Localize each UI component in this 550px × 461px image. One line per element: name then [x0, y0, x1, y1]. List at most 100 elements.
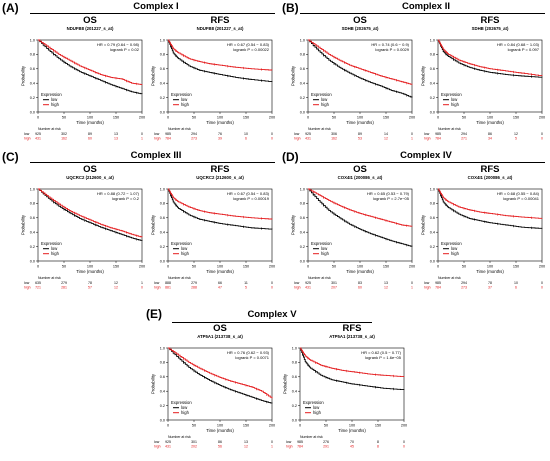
risk-value: 881: [165, 286, 171, 290]
chart-title: RFS: [211, 164, 230, 175]
chart-subtitle: ATP5A1 (213738_s_at): [197, 334, 243, 339]
y-tick-label: 0.2: [160, 245, 165, 249]
risk-value: 37: [488, 286, 492, 290]
chart-subtitle: ATP5A1 (213738_s_at): [329, 334, 375, 339]
series-line-high: [38, 39, 143, 85]
risk-row-label-low: low: [154, 281, 160, 285]
risk-table-title: Number at risk: [168, 435, 191, 439]
risk-value: 162: [331, 137, 337, 141]
x-axis-label: Time (months): [346, 120, 374, 125]
y-axis-label: Probability: [283, 373, 288, 394]
y-tick-label: 0.2: [300, 245, 305, 249]
chart-subtitle: COX4I1 (200086_s_at): [338, 175, 383, 180]
legend-label-low: low: [321, 97, 328, 102]
y-tick-label: 1.0: [160, 346, 165, 350]
km-plot-complex1-rfs: RFS NDUFB8 (201227_s_at) 0.0 0.2 0.4 0.6 0.8 1.…: [150, 14, 278, 153]
risk-value: 431: [305, 137, 311, 141]
y-axis-label: Probability: [151, 65, 156, 86]
risk-value: 78: [488, 281, 492, 285]
y-tick-label: 0.0: [160, 418, 165, 422]
risk-value: 76: [218, 132, 222, 136]
legend-title: Expression: [441, 241, 462, 246]
risk-table-title: Number at risk: [38, 127, 61, 131]
panel-label-b: (B): [282, 1, 299, 15]
stats-text: logrank P = 0.097: [508, 47, 540, 52]
legend-title: Expression: [441, 92, 462, 97]
legend-label-high: high: [451, 251, 460, 256]
risk-table-title: Number at risk: [38, 276, 61, 280]
km-plot-complex1-os: OS NDUFB8 (201227_s_at) 0.0 0.2 0.4 0.6 0.8 1.0…: [20, 14, 148, 153]
risk-value: 8: [377, 445, 379, 449]
risk-value: 13: [114, 137, 118, 141]
y-tick-label: 0.4: [430, 82, 435, 86]
y-tick-label: 0.4: [160, 82, 165, 86]
risk-value: 0: [141, 286, 143, 290]
x-tick-label: 100: [487, 265, 493, 269]
x-tick-label: 150: [513, 116, 519, 120]
y-axis-label: Probability: [291, 214, 296, 235]
legend-label-low: low: [181, 405, 188, 410]
risk-value: 784: [435, 286, 441, 290]
risk-value: 784: [435, 137, 441, 141]
x-axis-label: Time (months): [476, 269, 504, 274]
risk-value: 985: [165, 132, 171, 136]
legend-label-low: low: [51, 246, 58, 251]
y-axis-label: Probability: [21, 65, 26, 86]
y-tick-label: 0.4: [160, 390, 165, 394]
x-tick-label: 200: [539, 116, 545, 120]
x-tick-label: 150: [243, 424, 249, 428]
chart-title: OS: [353, 15, 367, 26]
panel-label-d: (D): [282, 150, 299, 164]
risk-value: 8: [377, 440, 379, 444]
y-tick-label: 0.8: [160, 361, 165, 365]
risk-value: 12: [514, 132, 518, 136]
risk-value: 10: [514, 281, 518, 285]
legend-label-high: high: [181, 251, 190, 256]
legend-label-high: high: [313, 410, 322, 415]
x-axis-label: Time (months): [476, 120, 504, 125]
y-tick-label: 0.6: [160, 375, 165, 379]
risk-value: 86: [218, 440, 222, 444]
y-tick-label: 0.8: [160, 53, 165, 57]
stats-text: logrank P = 0.0071: [235, 355, 269, 360]
risk-value: 0: [541, 132, 543, 136]
x-tick-label: 150: [375, 424, 381, 428]
legend-label-low: low: [181, 97, 188, 102]
risk-table-title: Number at risk: [438, 276, 461, 280]
x-tick-label: 150: [513, 265, 519, 269]
y-tick-label: 0.4: [30, 82, 35, 86]
y-tick-label: 0.4: [292, 390, 297, 394]
y-tick-label: 0.4: [300, 82, 305, 86]
complex-divider-2: [300, 13, 545, 14]
legend-title: Expression: [41, 92, 62, 97]
y-tick-label: 0.2: [30, 245, 35, 249]
risk-value: 273: [461, 286, 467, 290]
panel-label-c: (C): [2, 150, 19, 164]
panel-label-a: (A): [2, 1, 19, 15]
x-tick-label: 200: [269, 265, 275, 269]
risk-value: 281: [61, 286, 67, 290]
y-tick-label: 0.6: [30, 67, 35, 71]
km-plot-complex3-os: OS UQCRC2 (212600_s_at) 0.0 0.2 0.4 0.6 0.8 1.0…: [20, 163, 148, 302]
risk-value: 635: [35, 281, 41, 285]
km-plot-complex2-rfs: RFS SDHB (202675_at) 0.0 0.2 0.4 0.6 0.8 1.0 0 50…: [420, 14, 548, 153]
risk-value: 13: [114, 132, 118, 136]
x-tick-label: 0: [167, 116, 169, 120]
legend-label-low: low: [321, 246, 328, 251]
complex-divider-4: [300, 162, 545, 163]
x-axis-label: Time (months): [346, 269, 374, 274]
x-tick-label: 0: [167, 265, 169, 269]
x-tick-label: 0: [307, 116, 309, 120]
chart-title: OS: [213, 323, 227, 334]
x-axis-label: Time (months): [76, 269, 104, 274]
x-tick-label: 50: [192, 265, 196, 269]
y-tick-label: 0.6: [430, 67, 435, 71]
legend-label-low: low: [313, 405, 320, 410]
y-tick-label: 0.6: [300, 216, 305, 220]
risk-value: 0: [411, 281, 413, 285]
risk-value: 0: [271, 137, 273, 141]
x-tick-label: 50: [324, 424, 328, 428]
